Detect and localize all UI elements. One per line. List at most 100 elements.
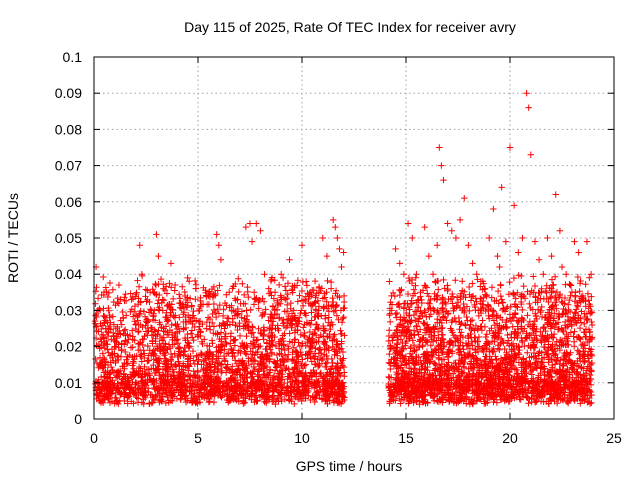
data-point [299,302,307,310]
data-point [341,304,348,312]
data-point [567,282,575,289]
data-point [166,280,173,287]
data-point [497,281,504,289]
data-point [296,292,303,299]
data-point [148,352,155,359]
data-point [92,355,99,363]
data-point [496,263,503,271]
data-point [294,298,302,305]
data-point [294,277,302,284]
data-point [311,326,319,333]
data-point [119,308,126,316]
data-point [231,342,239,349]
data-point [213,231,220,238]
data-point [189,312,196,319]
data-point [203,350,210,357]
data-point [331,331,338,338]
data-point [109,286,117,294]
data-point [311,398,318,406]
data-point [251,295,258,302]
data-point [143,298,150,305]
data-point [444,220,451,227]
data-point [391,292,399,300]
data-point [308,317,315,324]
data-point [421,223,428,231]
data-point [212,359,220,366]
data-point [250,334,258,341]
data-point [185,367,192,374]
data-point [239,366,247,373]
data-point [334,292,341,300]
data-point [339,348,347,356]
data-point [244,288,251,296]
data-point [286,256,293,263]
data-point [320,339,327,347]
data-point [279,274,287,282]
data-point [159,337,166,344]
data-point [499,299,507,306]
data-point [410,286,418,293]
data-point [140,308,148,315]
data-point [214,287,221,294]
data-point [488,284,496,291]
data-point [337,371,344,379]
data-point [524,312,531,319]
data-point [587,310,594,317]
data-point [281,308,289,315]
data-point [587,271,595,278]
data-point [429,271,437,278]
data-point [219,319,227,327]
data-point [92,300,99,307]
data-point [197,301,205,308]
data-point [100,312,108,320]
data-point [272,400,279,408]
data-point [163,290,171,297]
data-point [147,377,155,384]
data-point [122,290,129,298]
data-point [133,289,140,296]
data-point [301,321,308,328]
data-point [479,317,486,324]
data-point [332,223,339,231]
data-point [122,348,129,356]
data-point [291,400,298,408]
data-point [260,298,268,306]
data-point [261,327,268,335]
data-point [171,362,179,369]
data-point [220,306,227,313]
data-point [115,300,123,307]
data-point [220,320,227,327]
data-point [413,271,420,278]
data-point [251,393,259,401]
data-point [299,356,306,363]
data-point [153,231,160,238]
data-point [335,316,342,323]
data-point [340,292,348,300]
data-point [456,216,464,224]
data-point [151,346,159,353]
data-point [185,278,193,285]
data-point [188,387,195,394]
data-point [287,305,294,312]
data-point [219,312,227,320]
data-point [386,278,393,285]
data-point [235,275,242,282]
data-point [142,286,149,293]
data-point [490,205,497,213]
data-point [473,271,480,278]
data-point [558,263,566,271]
data-point [261,271,268,278]
data-point [247,340,255,347]
data-point [329,359,336,367]
data-point [103,328,111,336]
data-point [260,336,267,343]
data-point [333,341,340,349]
data-point [459,278,466,285]
data-point [323,298,330,305]
data-point [129,295,137,303]
data-point [434,242,441,249]
data-point [122,297,130,305]
data-point [141,332,148,340]
data-point [117,353,125,360]
data-point [452,318,460,325]
